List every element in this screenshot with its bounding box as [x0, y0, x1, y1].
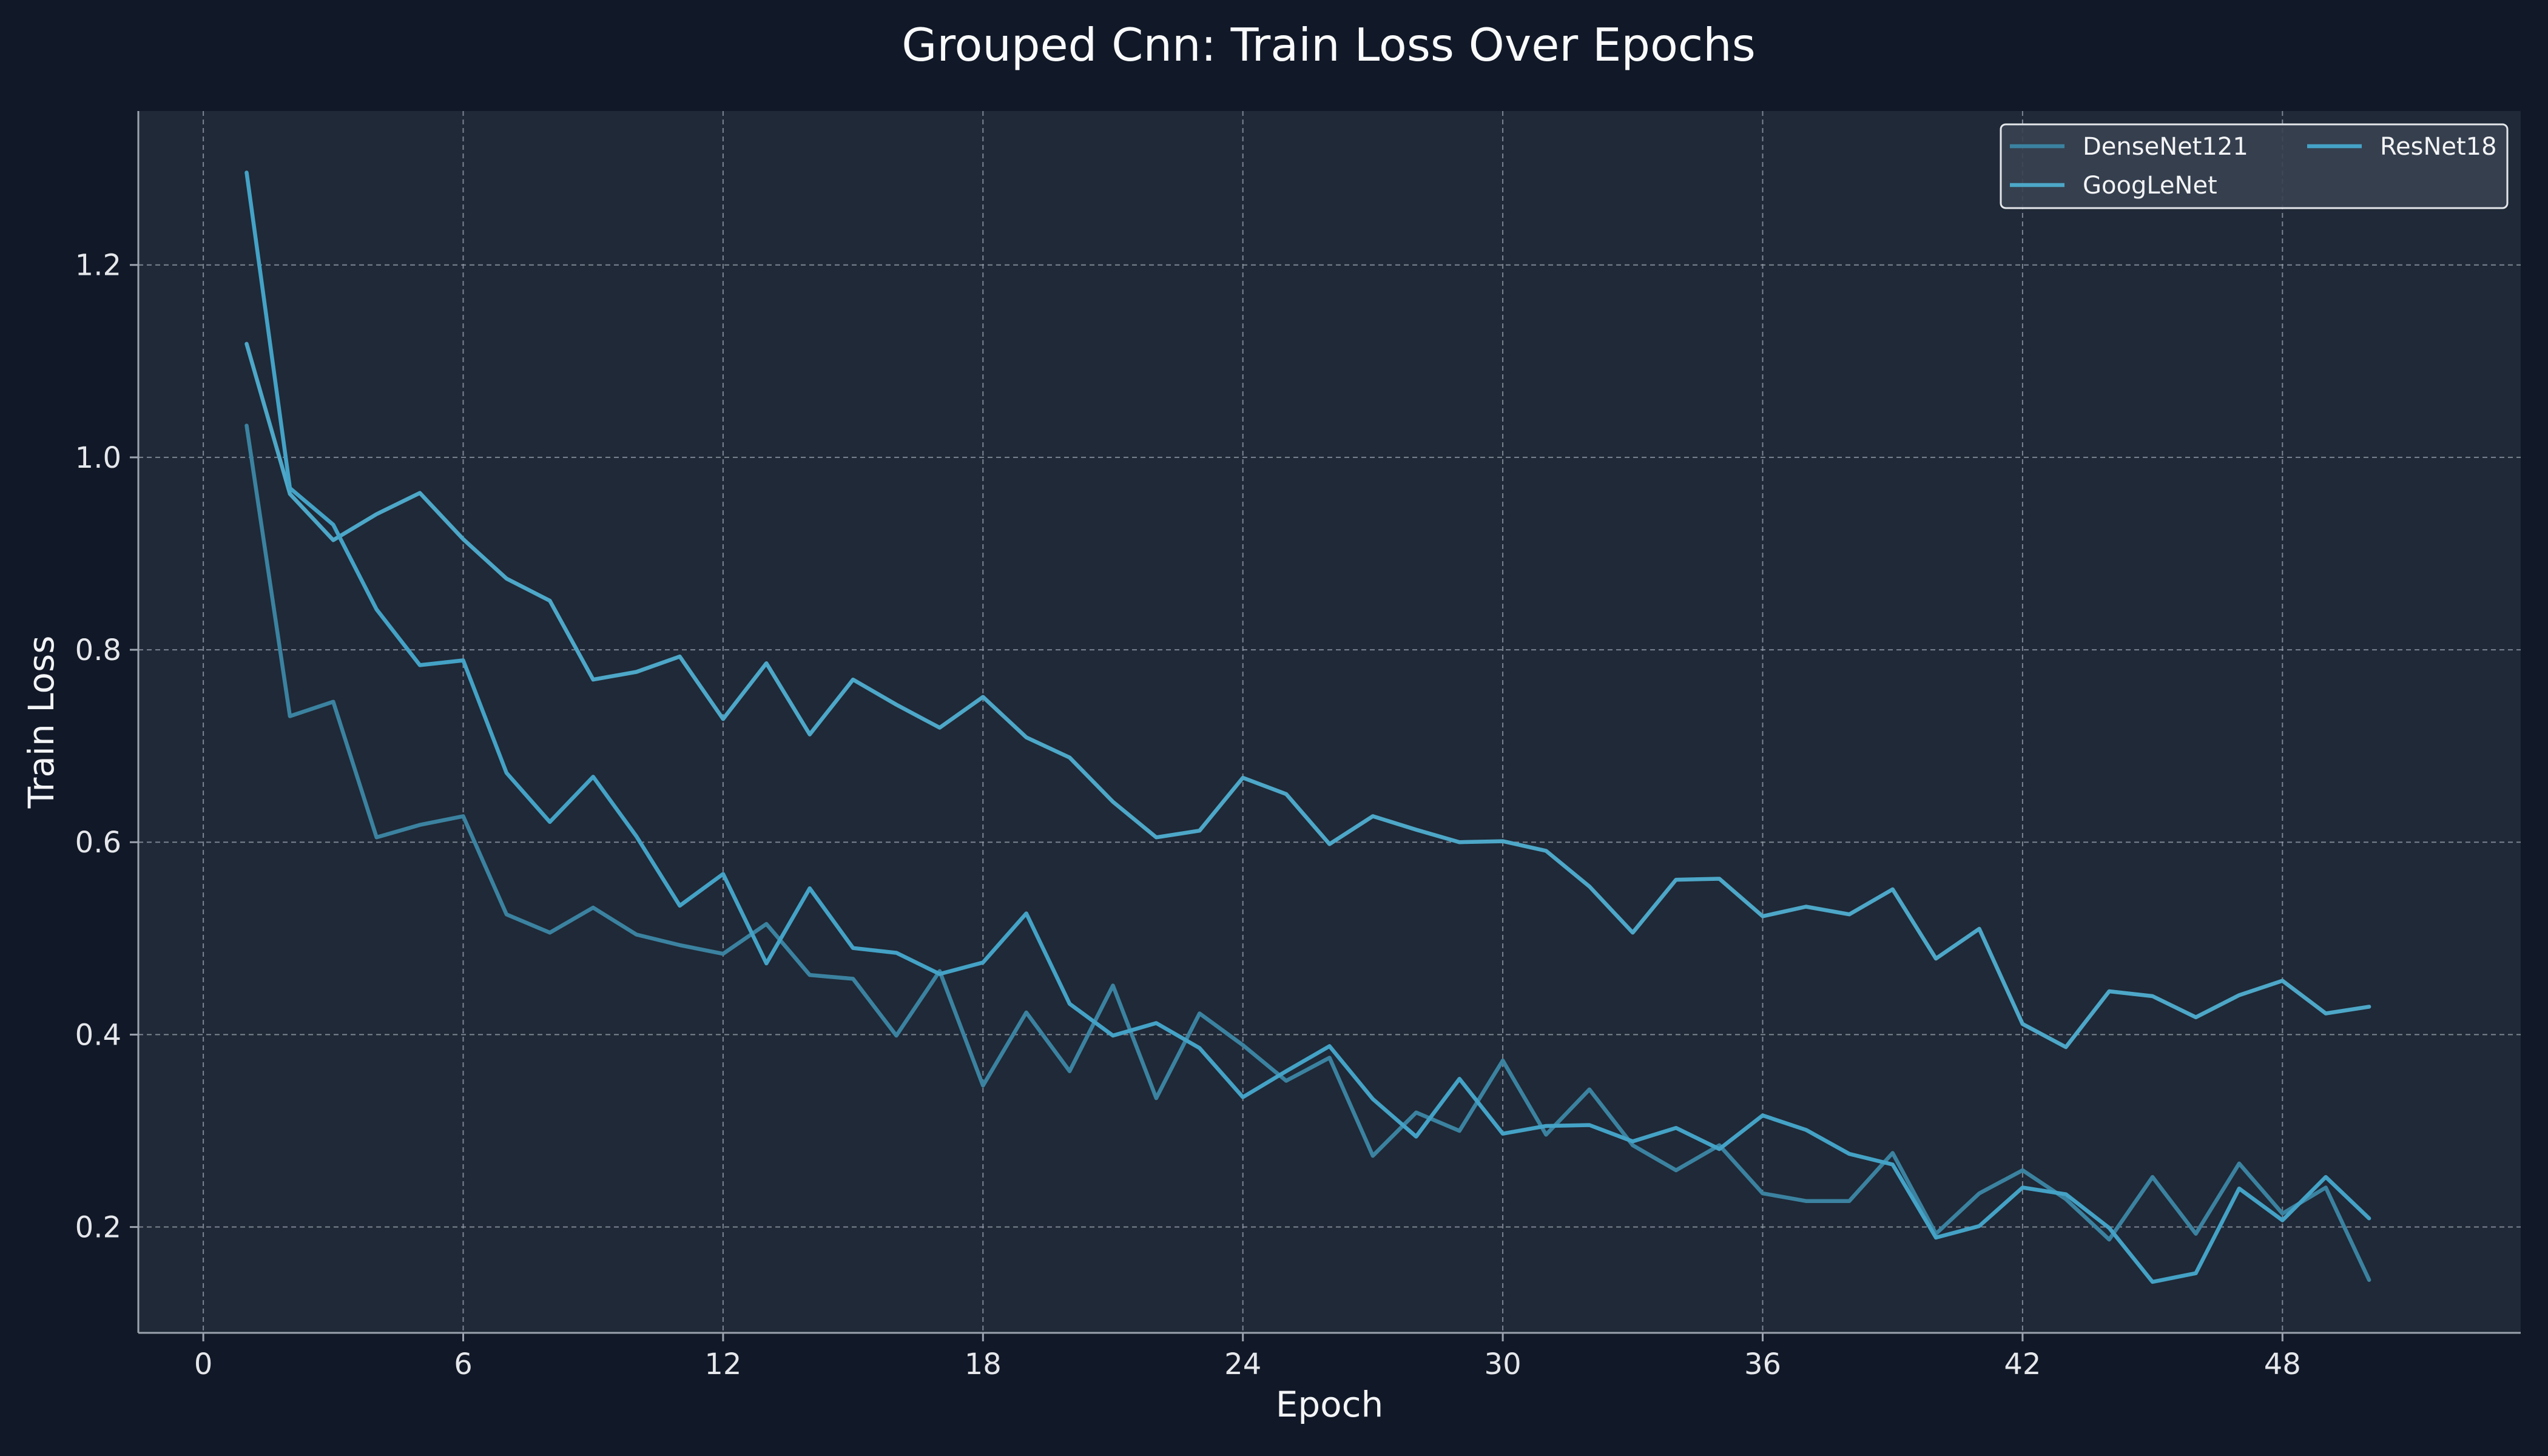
legend-label-resnet18: ResNet18: [2380, 133, 2497, 161]
x-tick-label: 48: [2264, 1347, 2301, 1381]
x-tick-label: 12: [704, 1347, 741, 1381]
y-tick-label: 0.2: [75, 1211, 121, 1245]
x-tick-label: 18: [965, 1347, 1002, 1381]
axes: [130, 111, 2521, 1341]
y-tick-label: 1.2: [75, 249, 121, 283]
legend-label-densenet121: DenseNet121: [2083, 133, 2248, 161]
legend: DenseNet121 GoogLeNet ResNet18: [2000, 123, 2509, 209]
x-tick-label: 6: [454, 1347, 473, 1381]
y-tick-label: 0.4: [75, 1018, 121, 1052]
x-tick-label: 30: [1485, 1347, 1522, 1381]
x-tick-label: 24: [1224, 1347, 1261, 1381]
legend-label-googlenet: GoogLeNet: [2083, 172, 2217, 200]
series-lines: [244, 170, 2371, 1284]
series-line-resnet18: [244, 170, 2371, 1284]
y-tick-label: 0.8: [75, 633, 121, 667]
tick-labels: 0 6 12 18 24 30 36 42 48 0.2 0.4 0.6 0.8 1.0 1.2: [75, 249, 2301, 1381]
legend-box: [2000, 123, 2509, 209]
y-tick-label: 0.6: [75, 826, 121, 860]
x-tick-label: 42: [2004, 1347, 2041, 1381]
series-line-densenet121: [244, 423, 2371, 1282]
x-axis-title: Epoch: [1276, 1384, 1384, 1425]
plot-area: [138, 111, 2521, 1333]
x-tick-label: 0: [194, 1347, 213, 1381]
x-tick-label: 36: [1744, 1347, 1781, 1381]
chart-title: Grouped Cnn: Train Loss Over Epochs: [902, 18, 1756, 72]
y-axis-title: Train Loss: [21, 636, 62, 809]
series-line-googlenet: [244, 342, 2371, 1050]
y-tick-label: 1.0: [75, 441, 121, 475]
